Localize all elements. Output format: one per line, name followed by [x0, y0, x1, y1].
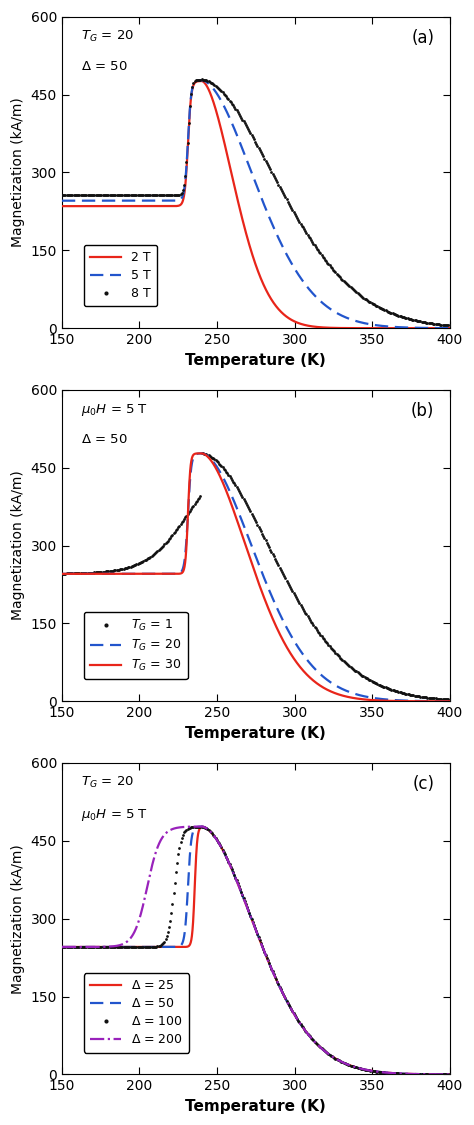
Legend: $T_G$ = 1, $T_G$ = 20, $T_G$ = 30: $T_G$ = 1, $T_G$ = 20, $T_G$ = 30 — [84, 612, 188, 679]
Y-axis label: Magnetization (kA/m): Magnetization (kA/m) — [11, 470, 25, 620]
X-axis label: Temperature (K): Temperature (K) — [185, 726, 326, 740]
Text: $\Delta$ = 50: $\Delta$ = 50 — [82, 433, 128, 447]
Y-axis label: Magnetization (kA/m): Magnetization (kA/m) — [11, 98, 25, 248]
Text: (c): (c) — [412, 775, 434, 793]
Text: (b): (b) — [411, 403, 434, 421]
Text: (a): (a) — [411, 29, 434, 47]
Text: $\mu_0 H$ = 5 T: $\mu_0 H$ = 5 T — [82, 403, 148, 418]
Legend: 2 T, 5 T, 8 T: 2 T, 5 T, 8 T — [84, 245, 157, 306]
Legend: $\Delta$ = 25, $\Delta$ = 50, $\Delta$ = 100, $\Delta$ = 200: $\Delta$ = 25, $\Delta$ = 50, $\Delta$ =… — [84, 973, 190, 1053]
Text: $T_G$ = 20: $T_G$ = 20 — [82, 775, 135, 791]
Text: $T_G$ = 20: $T_G$ = 20 — [82, 29, 135, 44]
Text: $\mu_0 H$ = 5 T: $\mu_0 H$ = 5 T — [82, 807, 148, 822]
Text: $\Delta$ = 50: $\Delta$ = 50 — [82, 61, 128, 73]
Y-axis label: Magnetization (kA/m): Magnetization (kA/m) — [11, 844, 25, 993]
X-axis label: Temperature (K): Temperature (K) — [185, 352, 326, 368]
X-axis label: Temperature (K): Temperature (K) — [185, 1099, 326, 1114]
